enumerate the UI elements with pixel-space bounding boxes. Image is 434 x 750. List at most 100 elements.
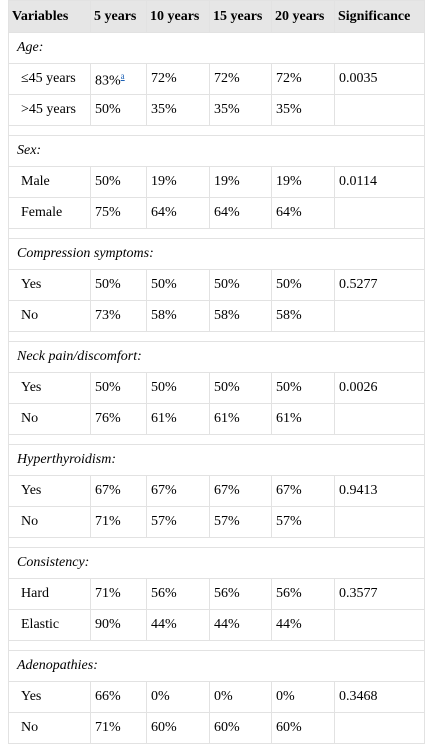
cell-text: 50% [95,174,121,189]
cell-text: No [21,720,39,735]
value-cell: 71% [90,712,147,744]
table-body: Age: ≤45 years 83%a 72% 72% 72% 0.0035 >45 year… [8,32,425,744]
cell-text: Female [21,205,63,220]
value-cell: 19% [209,166,272,198]
cell-text: 61% [276,411,302,426]
row-label: Yes [8,475,91,507]
value-cell: 58% [146,300,210,332]
header-row: Variables 5 years 10 years 15 years 20 years… [8,0,425,33]
cell-text: 66% [95,689,121,704]
cell-text: 0.3468 [339,689,378,704]
cell-text: 64% [151,205,177,220]
value-cell: 56% [209,578,272,610]
value-cell: 44% [209,609,272,641]
value-cell: 0.3468 [334,681,425,713]
cell-text: 58% [151,308,177,323]
group-row: Consistency: [8,547,425,579]
cell-text: 0.3577 [339,586,378,601]
cell-text: 19% [214,174,240,189]
cell-text: 19% [276,174,302,189]
row-label: Yes [8,681,91,713]
group-row: Sex: [8,135,425,167]
row-label: Yes [8,269,91,301]
cell-text: 71% [95,586,121,601]
value-cell: 67% [271,475,335,507]
value-cell: 50% [90,269,147,301]
group-title: Hyperthyroidism: [8,444,425,476]
cell-text: 61% [151,411,177,426]
value-cell: 66% [90,681,147,713]
value-cell: 56% [271,578,335,610]
spacer-cell [8,640,425,651]
cell-text: 60% [151,720,177,735]
footnote-link[interactable]: a [120,70,125,81]
empty-cell [334,197,425,229]
group-title: Sex: [8,135,425,167]
spacer-row [8,331,425,342]
cell-text: 0.0114 [339,174,377,189]
cell-text: 60% [214,720,240,735]
value-cell: 50% [90,372,147,404]
value-cell: 58% [209,300,272,332]
value-cell: 57% [209,506,272,538]
data-row: Male 50% 19% 19% 19% 0.0114 [8,166,425,198]
value-cell: 35% [146,94,210,126]
cell-text: 72% [276,71,302,86]
value-cell: 0.0114 [334,166,425,198]
cell-text: 0.5277 [339,277,378,292]
cell-text: 35% [214,102,240,117]
value-cell: 57% [271,506,335,538]
results-table: Variables 5 years 10 years 15 years 20 years… [8,0,425,744]
row-label: No [8,403,91,435]
spacer-row [8,228,425,239]
cell-text: 35% [276,102,302,117]
data-row: Yes 50% 50% 50% 50% 0.0026 [8,372,425,404]
value-cell: 71% [90,578,147,610]
value-cell: 67% [146,475,210,507]
data-row: Female 75% 64% 64% 64% [8,197,425,229]
value-cell: 0.0035 [334,63,425,95]
value-cell: 64% [209,197,272,229]
cell-text: 44% [276,617,302,632]
row-label: Elastic [8,609,91,641]
value-cell: 0.0026 [334,372,425,404]
cell-text: Yes [21,483,42,498]
value-cell: 67% [90,475,147,507]
column-header: Variables [8,0,91,33]
spacer-cell [8,434,425,445]
value-cell: 72% [209,63,272,95]
group-row: Neck pain/discomfort: [8,341,425,373]
cell-text: 67% [214,483,240,498]
row-label: No [8,712,91,744]
footnote-ref: a [121,69,125,82]
cell-text: 56% [214,586,240,601]
data-row: No 71% 57% 57% 57% [8,506,425,538]
cell-text: >45 years [21,102,76,117]
data-row: Yes 66% 0% 0% 0% 0.3468 [8,681,425,713]
cell-text: 0.0026 [339,380,378,395]
group-row: Hyperthyroidism: [8,444,425,476]
empty-cell [334,506,425,538]
cell-text: 61% [214,411,240,426]
value-cell: 50% [209,269,272,301]
cell-text: 58% [276,308,302,323]
cell-text: 57% [276,514,302,529]
cell-text: 50% [95,102,121,117]
row-label: ≤45 years [8,63,91,95]
cell-text: No [21,514,39,529]
empty-cell [334,712,425,744]
cell-text: 19% [151,174,177,189]
cell-text: 50% [276,380,302,395]
spacer-cell [8,125,425,136]
data-row: No 71% 60% 60% 60% [8,712,425,744]
value-cell: 0% [271,681,335,713]
value-cell: 61% [271,403,335,435]
spacer-cell [8,537,425,548]
value-cell: 75% [90,197,147,229]
group-title: Age: [8,32,425,64]
cell-text: No [21,308,39,323]
cell-text: 0% [276,689,295,704]
cell-text: Male [21,174,50,189]
value-cell: 64% [271,197,335,229]
data-row: Hard 71% 56% 56% 56% 0.3577 [8,578,425,610]
